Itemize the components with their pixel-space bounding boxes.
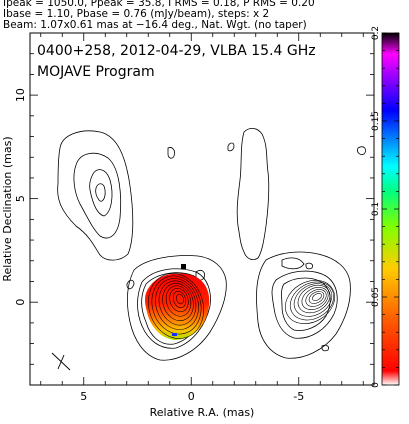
- header-line-2: Ibase = 1.10, Pbase = 0.76 (mJy/beam), s…: [3, 8, 270, 20]
- axis-ticks: [30, 32, 374, 386]
- header-line-3: Beam: 1.07x0.61 mas at −16.4 deg., Nat. …: [3, 19, 307, 31]
- contour-west: [256, 251, 351, 359]
- x-tick-label: -5: [293, 390, 304, 403]
- colorbar-tick-label: 0.1: [371, 202, 381, 216]
- plot-title: 0400+258, 2012-04-29, VLBA 15.4 GHz: [37, 43, 316, 59]
- y-tick-label: 5: [14, 195, 27, 202]
- x-tick-label: 0: [188, 390, 195, 403]
- plot-frame: [29, 32, 375, 386]
- contour-far-west: [357, 146, 366, 155]
- colorbar-labels: 0 0.05 0.1 0.15 0.2: [371, 26, 381, 388]
- y-tick-label: 0: [14, 299, 27, 306]
- y-axis-title: Relative Declination (mas): [1, 136, 14, 281]
- y-tick-label: 10: [14, 88, 27, 102]
- contour-north: [167, 128, 270, 260]
- beam-ellipse: [51, 352, 71, 371]
- contour-layer: [57, 128, 366, 361]
- x-axis-title: Relative R.A. (mas): [150, 406, 255, 419]
- colorbar-tick-label: 0.2: [371, 26, 381, 40]
- colorbar-tick-label: 0: [371, 382, 381, 388]
- core-emission: [145, 264, 210, 340]
- axis-tick-labels: 5 0 -5 0 5 10: [14, 88, 304, 403]
- plot-subtitle: MOJAVE Program: [37, 64, 155, 80]
- colorbar-ticks: [382, 32, 399, 386]
- colorbar-tick-label: 0.05: [371, 287, 381, 307]
- header-line-1: Ipeak = 1050.0, Ppeak = 35.8, I RMS = 0.…: [3, 0, 315, 9]
- colorbar-tick-label: 0.15: [371, 111, 381, 131]
- x-tick-label: 5: [80, 390, 87, 403]
- contour-northeast: [57, 130, 134, 261]
